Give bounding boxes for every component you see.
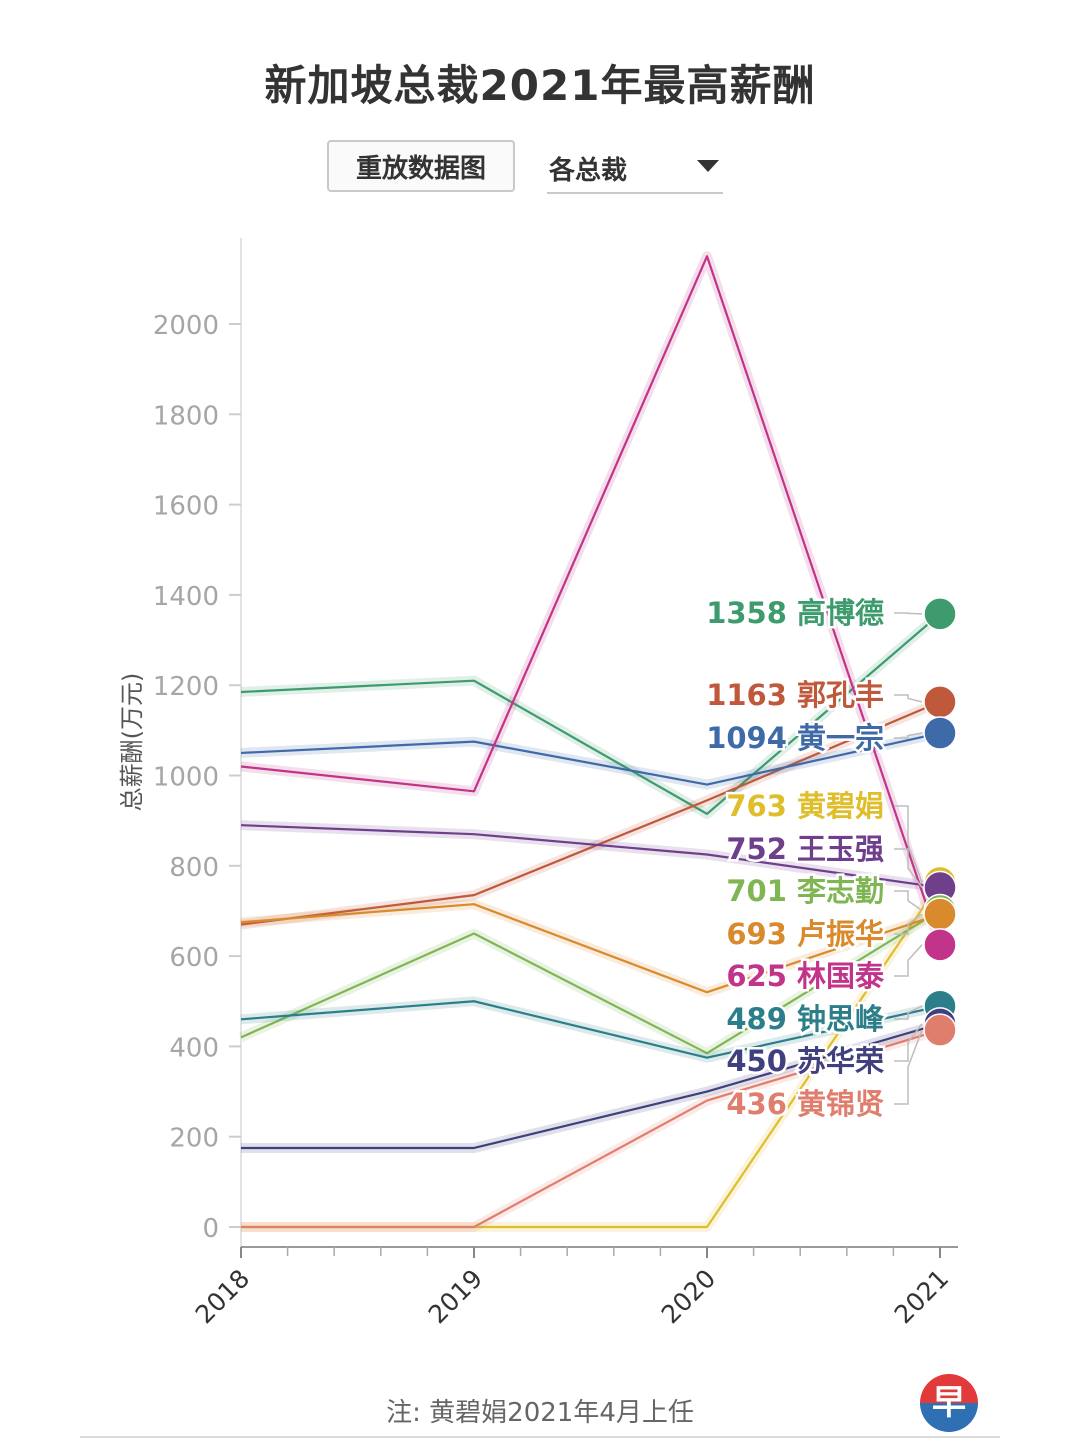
series-line (240, 731, 941, 786)
y-tick-label: 0 (202, 1214, 219, 1244)
series-line (240, 1000, 941, 1059)
label-leader-line (894, 1005, 923, 1020)
series-end-dot (923, 597, 957, 631)
label-leader-line (894, 732, 923, 739)
series-line (240, 909, 941, 1055)
series-end-label: 450 苏华荣 (726, 1044, 884, 1078)
label-leader-line (894, 913, 923, 935)
series-line (240, 903, 941, 994)
y-tick-label: 200 (169, 1124, 219, 1154)
y-tick-label: 2000 (153, 311, 219, 341)
ceo-filter-dropdown[interactable]: 各总裁 (547, 140, 723, 194)
series-end-label: 489 钟思峰 (726, 1002, 884, 1036)
chart-title: 新加坡总裁2021年最高薪酬 (264, 61, 816, 110)
x-tick-label: 2021 (889, 1264, 954, 1329)
series-end-dot (923, 685, 957, 719)
series-end-dot (923, 928, 957, 962)
series-end-label: 763 黄碧娟 (726, 789, 884, 823)
series-end-label: 1358 高博德 (706, 596, 884, 630)
y-tick-label: 600 (169, 943, 219, 973)
series-end-label: 752 王玉强 (726, 832, 884, 866)
y-axis-title: 总薪酬(万元) (118, 673, 146, 812)
series-end-dot (923, 897, 957, 931)
series-line (241, 1022, 941, 1150)
series-end-label: 436 黄锦贤 (726, 1087, 884, 1121)
y-tick-label: 400 (169, 1033, 219, 1063)
label-leader-line (894, 694, 923, 703)
logo-char: 早 (932, 1383, 966, 1423)
label-leader-line (894, 1029, 923, 1105)
replay-chart-button[interactable]: 重放数据图 (327, 140, 515, 192)
label-leader-line (894, 612, 923, 615)
label-leader-line (894, 805, 923, 883)
series-line (240, 824, 941, 889)
chart-end-labels: 1358 高博德 1163 郭孔丰 1094 黄一宗 763 黄碧娟 752 王玉强 70… (704, 594, 923, 1124)
series-end-label: 701 李志勤 (726, 874, 884, 908)
y-tick-label: 1000 (153, 763, 219, 793)
y-tick-label: 1400 (153, 582, 219, 612)
series-end-label: 693 卢振华 (726, 917, 884, 951)
series-end-label: 1094 黄一宗 (706, 721, 884, 755)
chevron-down-icon (697, 160, 719, 172)
y-tick-label: 1200 (153, 672, 219, 702)
bottom-divider (80, 1436, 1000, 1438)
label-leader-line (894, 890, 923, 912)
chart-axes: 0 200 400 600 800 1000 1200 1400 1600 1800 2000 201… (118, 238, 958, 1329)
chart-end-dots (923, 597, 957, 1047)
zaobao-logo: 早 (920, 1374, 978, 1432)
dropdown-selected-value: 各总裁 (549, 156, 628, 186)
label-leader-line (894, 848, 923, 888)
y-tick-label: 1800 (153, 401, 219, 431)
series-end-label: 1163 郭孔丰 (706, 678, 884, 712)
series-end-dot (923, 716, 957, 750)
series-line (240, 255, 942, 946)
series-line (240, 613, 941, 815)
x-tick-label: 2018 (190, 1264, 255, 1329)
x-tick-label: 2019 (423, 1264, 488, 1329)
label-leader-line (894, 944, 923, 977)
x-tick-label: 2020 (656, 1264, 721, 1329)
y-tick-label: 800 (169, 853, 219, 883)
y-tick-label: 1600 (153, 492, 219, 522)
footnote: 注: 黄碧娟2021年4月上任 (386, 1398, 694, 1428)
series-end-label: 625 林国泰 (726, 959, 885, 993)
label-leader-line (894, 1023, 923, 1062)
series-line (240, 700, 941, 926)
series-line (241, 1029, 941, 1229)
series-end-dot (923, 1013, 957, 1047)
chart-series-lines (238, 251, 945, 1232)
